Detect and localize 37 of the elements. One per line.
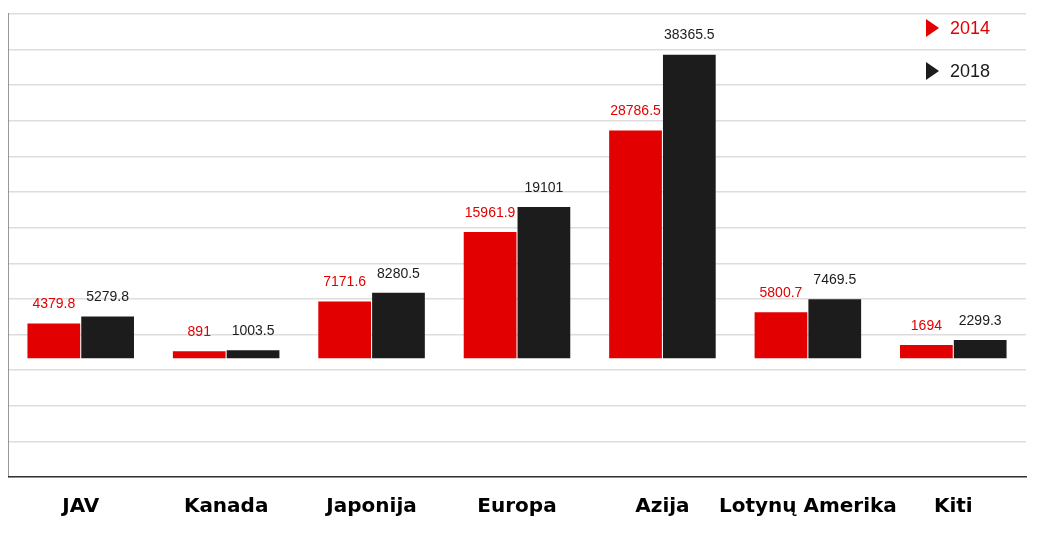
- data-label: 28786.5: [610, 102, 662, 119]
- data-label: 891: [187, 323, 212, 340]
- data-label: 7469.5: [813, 271, 857, 288]
- x-tick-label: JAV: [60, 493, 100, 518]
- x-tick-label: Lotynų Amerika: [718, 493, 897, 518]
- data-label: 4379.8: [32, 295, 76, 312]
- bar: [754, 312, 808, 359]
- x-tick-label: Japonija: [324, 493, 417, 518]
- bar: [226, 350, 280, 359]
- data-label: 5279.8: [86, 288, 130, 305]
- bar: [372, 292, 425, 359]
- data-label: 2299.3: [958, 311, 1002, 328]
- data-label: 7171.6: [323, 273, 367, 290]
- data-label: 19101: [524, 178, 564, 195]
- bar: [953, 340, 1007, 359]
- bar: [900, 344, 953, 359]
- legend-label: 2014: [950, 17, 991, 38]
- data-label: 8280.5: [377, 264, 421, 281]
- bar: [609, 130, 662, 359]
- data-label: 5800.7: [759, 284, 803, 301]
- data-label: 1694: [910, 316, 943, 333]
- data-label: 1003.5: [231, 322, 275, 339]
- x-tick-label: Azija: [635, 493, 690, 518]
- bar: [517, 207, 571, 359]
- data-label: 15961.9: [464, 203, 516, 220]
- bar: [808, 299, 862, 359]
- data-label: 38365.5: [664, 26, 715, 43]
- x-tick-label: Kiti: [933, 493, 973, 518]
- bar: [27, 323, 81, 359]
- bar: [463, 231, 517, 359]
- x-tick-label: Europa: [477, 493, 557, 518]
- x-tick-label: Kanada: [183, 493, 269, 518]
- bar: [172, 351, 226, 359]
- bar: [318, 301, 372, 359]
- bar: [662, 54, 716, 359]
- bar: [81, 316, 134, 359]
- legend-label: 2018: [950, 60, 991, 81]
